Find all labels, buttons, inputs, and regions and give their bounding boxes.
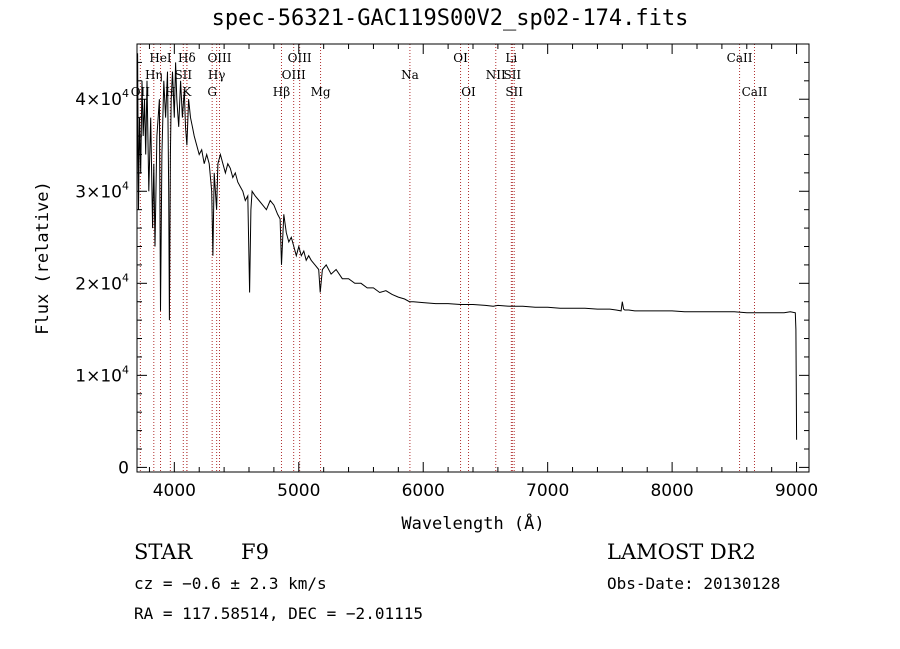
x-axis-label: Wavelength (Å) <box>401 512 544 534</box>
y-axis-label: Flux (relative) <box>33 181 53 335</box>
line-label-hγ: Hγ <box>208 68 226 82</box>
line-label-hβ: Hβ <box>273 85 290 99</box>
survey-name: LAMOST DR2 <box>607 540 756 564</box>
spectrum-series-line <box>136 53 798 440</box>
line-label-oiii: OIII <box>282 68 306 82</box>
x-tick-label: 5000 <box>277 481 320 501</box>
line-label-oiii: OIII <box>288 51 312 65</box>
y-tick-label: 2×104 <box>75 271 129 294</box>
line-label-caii: CaII <box>742 85 768 99</box>
x-axis: 4000 5000 6000 7000 8000 9000 <box>148 44 818 501</box>
coordinates-text: RA = 117.58514, DEC = −2.01115 <box>134 604 423 623</box>
line-label-oii: OII <box>131 85 151 99</box>
spectral-subclass: F9 <box>241 540 269 564</box>
spectral-line-markers <box>139 44 755 472</box>
line-label-hη: Hη <box>145 68 163 82</box>
spectral-line-labels: OII Hη HeI H SII Hδ K G Hγ OIII Hβ OIII OIII Mg Na OI OI… <box>131 51 768 99</box>
y-tick-label: 3×104 <box>75 179 129 202</box>
y-tick-label: 1×104 <box>75 363 129 386</box>
x-tick-label: 7000 <box>526 481 569 501</box>
line-label-na: Na <box>401 68 419 82</box>
line-label-sii: SII <box>503 68 521 82</box>
line-label-g: G <box>207 85 217 99</box>
plot-frame <box>136 43 810 473</box>
chart-title: spec-56321-GAC119S00V2_sp02-174.fits <box>211 6 689 31</box>
line-label-hei: HeI <box>149 51 172 65</box>
redshift-text: cz = −0.6 ± 2.3 km/s <box>134 574 327 593</box>
line-label-h: H <box>165 85 175 99</box>
y-tick-label: 4×104 <box>75 87 129 110</box>
line-label-li: Li <box>505 51 517 65</box>
observation-date: Obs-Date: 20130128 <box>607 574 781 593</box>
line-label-mg: Mg <box>311 85 331 99</box>
line-label-sii: SII <box>174 68 192 82</box>
line-label-oi: OI <box>453 51 468 65</box>
line-label-oi: OI <box>461 85 476 99</box>
line-label-sii: SII <box>505 85 523 99</box>
line-label-oiii: OIII <box>207 51 231 65</box>
line-label-k: K <box>182 85 192 99</box>
x-tick-label: 4000 <box>153 481 196 501</box>
line-label-nii: NII <box>486 68 506 82</box>
x-tick-label: 6000 <box>402 481 445 501</box>
y-tick-label: 0 <box>118 458 129 478</box>
x-tick-label: 8000 <box>650 481 693 501</box>
line-label-caii: CaII <box>727 51 753 65</box>
object-class: STAR <box>134 540 193 564</box>
line-label-hδ: Hδ <box>178 51 196 65</box>
x-tick-label: 9000 <box>775 481 818 501</box>
y-axis: 0 1×104 2×104 3×104 4×104 <box>75 61 809 478</box>
